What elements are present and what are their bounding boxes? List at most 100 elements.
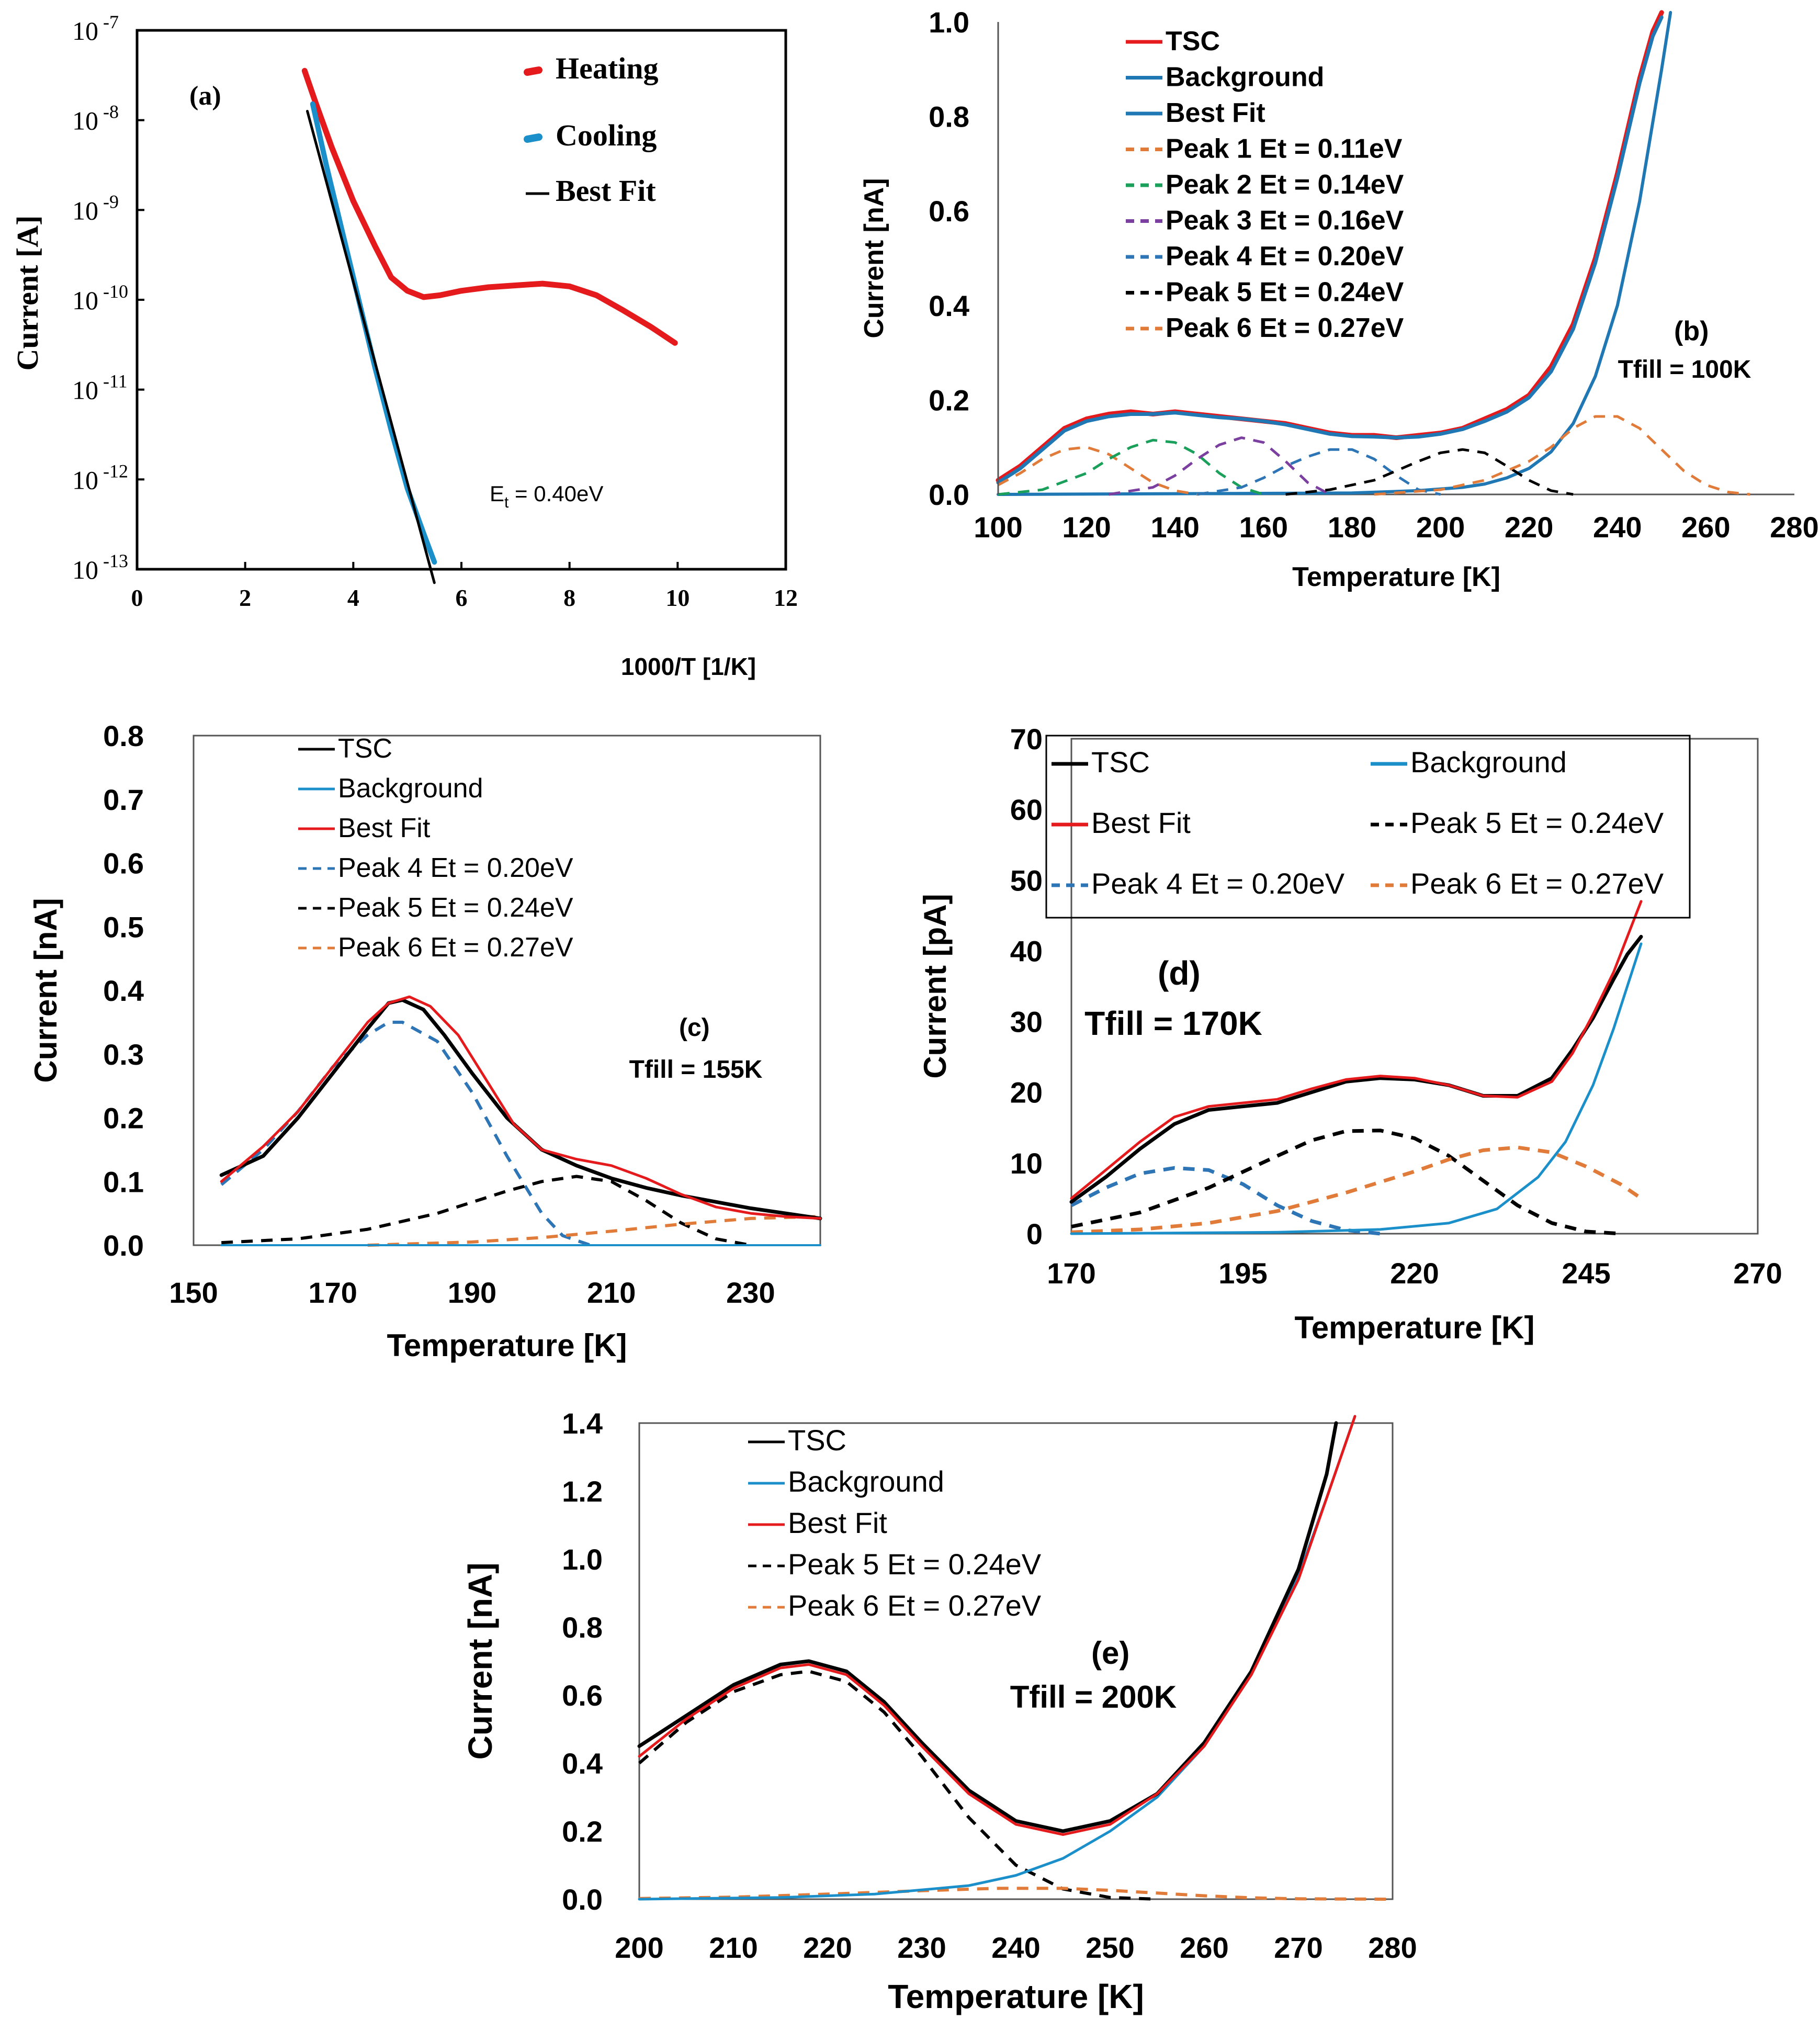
legend-item: Peak 6 Et = 0.27eV [748, 1589, 1042, 1622]
x-tick-label: 260 [1681, 511, 1730, 544]
x-tick-label: 220 [1505, 511, 1553, 544]
legend-item: Peak 4 Et = 0.20eV [298, 853, 573, 883]
x-tick-label: 150 [169, 1276, 218, 1309]
y-tick-label: 1.4 [562, 1407, 603, 1440]
annotation: Et = 0.40eV [490, 481, 603, 511]
x-tick-label: 240 [991, 1931, 1040, 1964]
annotation: Tfill = 155K [629, 1056, 763, 1084]
series-best-fit [306, 110, 436, 584]
x-tick-label: 220 [803, 1931, 852, 1964]
series-peak-4 [1197, 448, 1441, 496]
legend-label: Peak 6 Et = 0.27eV [338, 932, 573, 963]
x-axis-label: Temperature [K] [387, 1328, 627, 1363]
legend-item: Background [1371, 746, 1567, 779]
y-tick-label: 0.6 [103, 847, 144, 880]
legend-item: Peak 3 Et = 0.16eV [1126, 206, 1404, 236]
y-tick-label: 10 -11 [72, 371, 128, 405]
series-peak-6 [1374, 415, 1750, 496]
plot-frame [135, 29, 787, 571]
legend-label: TSC [788, 1424, 846, 1457]
legend-label: Peak 5 Et = 0.24eV [788, 1548, 1042, 1581]
x-tick-label: 200 [1416, 511, 1465, 544]
x-tick-label: 12 [774, 584, 798, 611]
series-best-fit [638, 1415, 1356, 1836]
y-tick-label: 30 [1010, 1006, 1043, 1039]
y-tick-label: 0.4 [929, 289, 969, 322]
legend-label: Background [1166, 62, 1324, 93]
legend-label: TSC [1166, 26, 1220, 57]
series-background [638, 1415, 1356, 1901]
legend-label: Peak 4 Et = 0.20eV [1166, 241, 1404, 272]
series-best-fit [220, 995, 822, 1220]
x-tick-label: 245 [1562, 1257, 1610, 1290]
y-tick-label: 0.4 [562, 1747, 603, 1780]
panel-c: 0.0 0.1 0.2 0.3 0.4 0.5 0.6 0.7 0.8 150 170 190 210 2… [28, 719, 822, 1363]
series-peak-1 [997, 446, 1197, 496]
y-tick-label: 0.3 [103, 1038, 144, 1071]
legend: TSC Background Best Fit Peak 5 Et = 0.24eV P… [748, 1424, 1042, 1622]
plot-frame [193, 735, 821, 1246]
x-axis-label: Temperature [K] [888, 1978, 1144, 2015]
legend-item: Best Fit [748, 1506, 887, 1539]
legend-label: Peak 1 Et = 0.11eV [1166, 134, 1403, 164]
panel-a: 0 2 4 6 8 10 12 10 -7 10 -8 10 -9 10 -10 10 -11 10 -… [10, 12, 798, 680]
legend-item: Peak 5 Et = 0.24eV [748, 1548, 1042, 1581]
x-tick-label: 6 [456, 584, 468, 611]
legend-label: Peak 5 Et = 0.24eV [338, 893, 573, 923]
series-cooling [310, 101, 437, 565]
y-axis-label: Current [nA] [859, 178, 889, 338]
legend-label: Best Fit [338, 813, 431, 843]
y-tick-label: 10 -12 [72, 460, 128, 494]
legend-item: Background [298, 773, 483, 804]
y-tick-label: 50 [1010, 864, 1043, 897]
y-axis-label: Current [pA] [918, 894, 953, 1078]
legend: TSC Background Best Fit Peak 4 Et = 0.20eV P… [298, 734, 573, 963]
annotation: Tfill = 170K [1084, 1005, 1262, 1042]
y-tick-label: 0.0 [103, 1229, 144, 1262]
legend-item: Heating [524, 51, 659, 85]
y-tick-label: 0.2 [562, 1815, 603, 1848]
x-tick-label: 0 [131, 584, 143, 611]
legend-label: Background [788, 1465, 944, 1498]
y-tick-label: 10 -8 [72, 101, 119, 136]
legend-swatch [524, 133, 542, 143]
series-peak-6 [639, 1887, 1393, 1901]
legend-label: Peak 6 Et = 0.27eV [1166, 313, 1404, 343]
panel-d: 0 10 20 30 40 50 60 70 170 195 220 245 270 TSC Backgro… [918, 723, 1782, 1345]
series-peak-3 [1109, 436, 1331, 496]
y-tick-label: 60 [1010, 793, 1043, 826]
legend-label: TSC [1091, 746, 1150, 779]
y-tick-label: 0.2 [929, 384, 969, 416]
y-tick-label: 0.8 [562, 1611, 603, 1644]
y-axis-label: Current [nA] [28, 898, 63, 1082]
legend-item: Peak 1 Et = 0.11eV [1126, 134, 1403, 164]
x-tick-label: 190 [448, 1276, 496, 1309]
panel-label: (e) [1091, 1635, 1129, 1671]
y-tick-label: 0.0 [562, 1883, 603, 1916]
x-tick-label: 180 [1328, 511, 1376, 544]
x-tick-label: 280 [1368, 1931, 1417, 1964]
x-tick-label: 280 [1770, 511, 1818, 544]
y-tick-label: 0.8 [103, 719, 144, 752]
legend-item: Peak 5 Et = 0.24eV [1371, 806, 1664, 839]
legend-label: Best Fit [1091, 806, 1191, 839]
legend-label: Peak 6 Et = 0.27eV [1410, 867, 1664, 900]
legend-item: Peak 6 Et = 0.27eV [298, 932, 573, 963]
x-axis-label: Temperature [K] [1295, 1310, 1535, 1345]
series-best-fit [996, 15, 1664, 484]
legend-label: Peak 4 Et = 0.20eV [338, 853, 573, 883]
y-tick-label: 0.1 [103, 1165, 144, 1198]
legend-label: Peak 5 Et = 0.24eV [1166, 277, 1404, 308]
y-tick-label: 10 -9 [72, 191, 119, 225]
x-tick-label: 100 [974, 511, 1022, 544]
y-tick-label: 0.0 [929, 478, 969, 511]
legend-item: Peak 2 Et = 0.14eV [1126, 170, 1404, 200]
panel-b: 0.0 0.2 0.4 0.6 0.8 1.0 100 120 140 160 180 200 220 2… [859, 6, 1819, 592]
panel-e: 0.0 0.2 0.4 0.6 0.8 1.0 1.2 1.4 200 210 220 230 240 2… [461, 1407, 1417, 2015]
legend-label: Peak 4 Et = 0.20eV [1091, 867, 1345, 900]
legend-label: TSC [338, 734, 392, 764]
legend-item: Best Fit [526, 174, 656, 208]
series-peak-6 [1071, 1145, 1642, 1234]
y-tick-label: 20 [1010, 1076, 1043, 1109]
